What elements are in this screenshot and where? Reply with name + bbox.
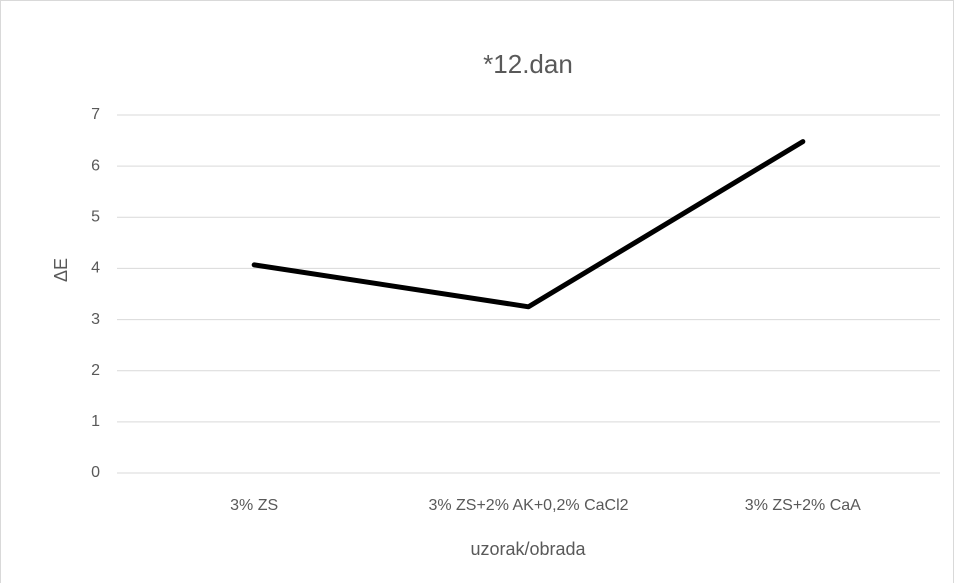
x-axis-label: uzorak/obrada [470, 539, 586, 559]
x-tick-label: 3% ZS+2% CaA [745, 497, 861, 514]
y-tick-label: 7 [91, 106, 100, 123]
y-tick-label: 3 [91, 311, 100, 328]
y-tick-label: 0 [91, 464, 100, 481]
y-tick-label: 4 [91, 260, 100, 277]
y-tick-label: 2 [91, 362, 100, 379]
line-series [251, 139, 806, 310]
y-tick-label: 5 [91, 209, 100, 226]
x-tick-label: 3% ZS+2% AK+0,2% CaCl2 [428, 497, 628, 514]
y-tick-label: 1 [91, 413, 100, 430]
x-tick-label: 3% ZS [230, 497, 278, 514]
y-tick-label: 6 [91, 157, 100, 174]
chart-title: *12.dan [483, 49, 573, 79]
y-axis-label: ΔE [51, 258, 71, 282]
